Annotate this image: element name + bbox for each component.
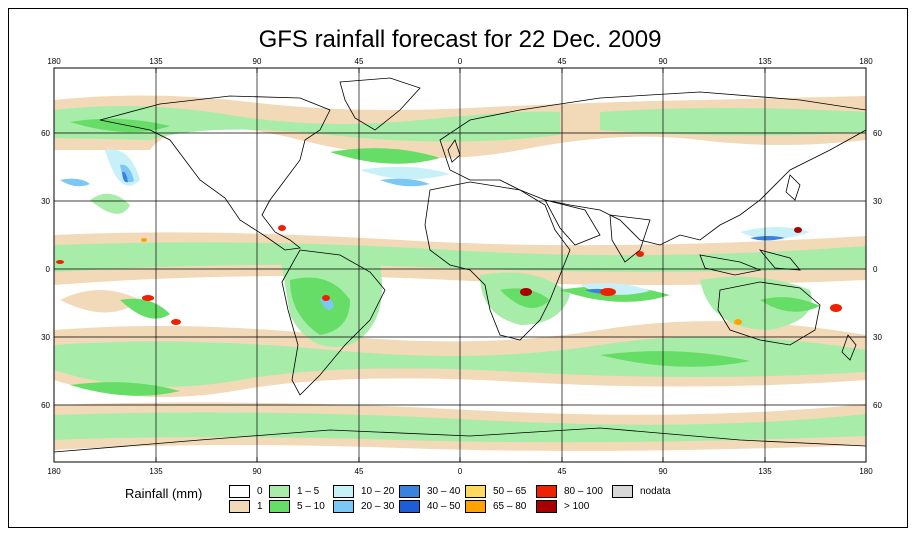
legend-item: 65 – 80 xyxy=(465,499,526,514)
top-tick-label: 0 xyxy=(458,57,463,66)
legend-swatch xyxy=(465,500,486,513)
figure-frame xyxy=(8,8,908,528)
bottom-tick-label: 135 xyxy=(149,467,163,476)
legend-item: 80 – 100 xyxy=(536,484,603,499)
top-tick-label: 180 xyxy=(859,57,873,66)
tick-marks xyxy=(53,68,867,462)
legend-label: nodata xyxy=(640,486,671,497)
right-tick-label: 30 xyxy=(873,333,882,342)
right-tick-label: 60 xyxy=(873,401,882,410)
top-tick-label: 135 xyxy=(758,57,772,66)
legend-label: 1 – 5 xyxy=(297,486,320,497)
bottom-tick-label: 180 xyxy=(859,467,873,476)
legend-item: 20 – 30 xyxy=(333,499,394,514)
legend-label: 5 – 10 xyxy=(297,501,325,512)
graticule xyxy=(54,68,866,462)
right-tick-label: 60 xyxy=(873,129,882,138)
top-tick-label: 135 xyxy=(149,57,163,66)
legend-swatch xyxy=(333,485,354,498)
bottom-tick-label: 0 xyxy=(458,467,463,476)
legend-label: 1 xyxy=(257,501,263,512)
legend-label: 65 – 80 xyxy=(493,501,527,512)
legend-item: 10 – 20 xyxy=(333,484,394,499)
legend-item: 1 xyxy=(229,499,263,514)
legend-label: 30 – 40 xyxy=(427,486,461,497)
bottom-tick-label: 45 xyxy=(558,467,567,476)
rain-5-10mm-areas xyxy=(70,118,820,396)
left-tick-label: 60 xyxy=(41,401,50,410)
bottom-tick-label: 90 xyxy=(659,467,668,476)
top-tick-label: 90 xyxy=(253,57,262,66)
left-tick-label: 60 xyxy=(41,129,50,138)
top-tick-labels: 180 135 90 45 0 45 90 135 180 xyxy=(47,57,873,66)
legend-swatch xyxy=(229,485,250,498)
legend-label: 80 – 100 xyxy=(564,486,603,497)
legend-swatch xyxy=(399,485,420,498)
legend-label: 40 – 50 xyxy=(427,501,461,512)
top-tick-label: 45 xyxy=(355,57,364,66)
legend-item: nodata xyxy=(612,484,671,499)
legend-item: 30 – 40 xyxy=(399,484,460,499)
legend-item: > 100 xyxy=(536,499,589,514)
bottom-tick-label: 135 xyxy=(758,467,772,476)
left-tick-label: 0 xyxy=(46,265,51,274)
right-tick-labels: 60 30 0 30 60 xyxy=(873,129,882,410)
right-tick-label: 0 xyxy=(873,265,878,274)
legend-swatch xyxy=(269,485,290,498)
legend-label: 10 – 20 xyxy=(361,486,395,497)
right-tick-label: 30 xyxy=(873,197,882,206)
bottom-tick-label: 180 xyxy=(47,467,61,476)
legend-swatch xyxy=(269,500,290,513)
top-tick-label: 180 xyxy=(47,57,61,66)
left-tick-label: 30 xyxy=(41,333,50,342)
legend-label: 20 – 30 xyxy=(361,501,395,512)
legend-title: Rainfall (mm) xyxy=(125,486,203,501)
legend-swatch xyxy=(465,485,486,498)
legend-swatch xyxy=(333,500,354,513)
legend-label: 50 – 65 xyxy=(493,486,527,497)
top-tick-label: 90 xyxy=(659,57,668,66)
rain-heavy-areas xyxy=(56,225,842,325)
legend-swatch xyxy=(536,500,557,513)
legend-item: 0 xyxy=(229,484,263,499)
bottom-tick-label: 90 xyxy=(253,467,262,476)
bottom-tick-labels: 180 135 90 45 0 45 90 135 180 xyxy=(47,467,873,476)
legend-swatch xyxy=(399,500,420,513)
map-title: GFS rainfall forecast for 22 Dec. 2009 xyxy=(258,26,662,53)
legend-item: 40 – 50 xyxy=(399,499,460,514)
legend-label: 0 xyxy=(257,486,263,497)
legend-swatch xyxy=(229,500,250,513)
legend-item: 5 – 10 xyxy=(269,499,325,514)
legend-swatch xyxy=(536,485,557,498)
coastlines xyxy=(54,77,866,453)
bottom-tick-label: 45 xyxy=(355,467,364,476)
left-tick-labels: 60 30 0 30 60 xyxy=(41,129,50,410)
top-tick-label: 45 xyxy=(558,57,567,66)
legend-item: 1 – 5 xyxy=(269,484,319,499)
legend-item: 50 – 65 xyxy=(465,484,526,499)
left-tick-label: 30 xyxy=(41,197,50,206)
legend-swatch xyxy=(612,485,633,498)
legend-label: > 100 xyxy=(564,501,590,512)
